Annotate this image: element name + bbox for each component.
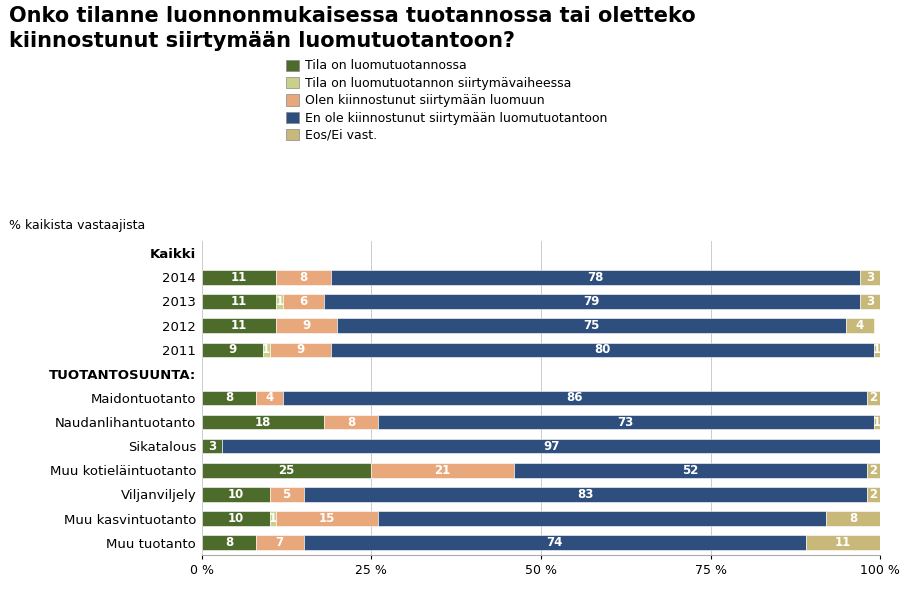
Bar: [371, 463, 514, 478]
Text: 9: 9: [228, 343, 237, 356]
Text: 3: 3: [866, 271, 874, 284]
Text: 1: 1: [269, 512, 277, 525]
Bar: [874, 415, 880, 429]
Bar: [324, 294, 860, 309]
Text: 11: 11: [231, 295, 248, 308]
Text: 2: 2: [869, 488, 878, 501]
Text: 1: 1: [262, 343, 271, 356]
Bar: [270, 343, 331, 357]
Bar: [202, 391, 256, 405]
Bar: [867, 463, 880, 478]
Bar: [324, 415, 378, 429]
Text: 97: 97: [543, 440, 559, 453]
Bar: [874, 343, 880, 357]
Bar: [867, 391, 880, 405]
Text: 8: 8: [849, 512, 857, 525]
Text: 8: 8: [225, 536, 233, 549]
Bar: [276, 270, 331, 285]
Text: Onko tilanne luonnonmukaisessa tuotannossa tai oletteko
kiinnostunut siirtymään : Onko tilanne luonnonmukaisessa tuotannos…: [9, 6, 696, 51]
Bar: [270, 511, 276, 526]
Text: 4: 4: [856, 319, 864, 332]
Text: 11: 11: [231, 319, 248, 332]
Text: 78: 78: [587, 271, 603, 284]
Bar: [202, 294, 276, 309]
Text: 10: 10: [227, 512, 244, 525]
Text: 83: 83: [577, 488, 593, 501]
Bar: [806, 535, 880, 550]
Bar: [202, 415, 324, 429]
Bar: [202, 439, 222, 453]
Bar: [270, 487, 304, 502]
Text: 2: 2: [869, 464, 878, 477]
Bar: [860, 294, 880, 309]
Bar: [256, 535, 304, 550]
Bar: [378, 511, 826, 526]
Bar: [222, 439, 880, 453]
Bar: [378, 415, 874, 429]
Bar: [337, 318, 846, 333]
Bar: [202, 270, 276, 285]
Text: 5: 5: [282, 488, 291, 501]
Bar: [276, 294, 283, 309]
Text: 86: 86: [567, 391, 583, 405]
Text: 80: 80: [594, 343, 611, 356]
Text: 79: 79: [584, 295, 600, 308]
Bar: [283, 391, 867, 405]
Bar: [304, 487, 867, 502]
Bar: [202, 535, 256, 550]
Text: 8: 8: [225, 391, 233, 405]
Bar: [860, 270, 880, 285]
Bar: [276, 511, 378, 526]
Bar: [202, 318, 276, 333]
Bar: [202, 487, 270, 502]
Text: 9: 9: [296, 343, 304, 356]
Bar: [331, 343, 874, 357]
Text: 11: 11: [834, 536, 851, 549]
Text: 9: 9: [303, 319, 311, 332]
Text: 73: 73: [618, 415, 634, 429]
Text: 1: 1: [873, 415, 881, 429]
Bar: [846, 318, 874, 333]
Bar: [867, 487, 880, 502]
Text: % kaikista vastaajista: % kaikista vastaajista: [9, 219, 146, 232]
Bar: [202, 511, 270, 526]
Bar: [202, 343, 263, 357]
Bar: [283, 294, 324, 309]
Bar: [331, 270, 860, 285]
Text: 1: 1: [873, 343, 881, 356]
Text: 3: 3: [208, 440, 216, 453]
Text: 2: 2: [869, 391, 878, 405]
Text: 15: 15: [319, 512, 336, 525]
Text: 52: 52: [682, 464, 699, 477]
Text: 7: 7: [276, 536, 284, 549]
Text: 75: 75: [584, 319, 600, 332]
Bar: [826, 511, 880, 526]
Text: 8: 8: [347, 415, 355, 429]
Text: 18: 18: [255, 415, 271, 429]
Bar: [304, 535, 806, 550]
Text: 3: 3: [866, 295, 874, 308]
Bar: [276, 318, 337, 333]
Text: 4: 4: [266, 391, 273, 405]
Text: 1: 1: [276, 295, 284, 308]
Bar: [202, 463, 371, 478]
Legend: Tila on luomutuotannossa, Tila on luomutuotannon siirtymävaiheessa, Olen kiinnos: Tila on luomutuotannossa, Tila on luomut…: [282, 54, 613, 147]
Bar: [514, 463, 867, 478]
Text: 10: 10: [227, 488, 244, 501]
Bar: [263, 343, 270, 357]
Text: 11: 11: [231, 271, 248, 284]
Text: 8: 8: [300, 271, 307, 284]
Text: 25: 25: [279, 464, 294, 477]
Bar: [256, 391, 283, 405]
Text: 74: 74: [547, 536, 563, 549]
Text: 21: 21: [435, 464, 451, 477]
Text: 6: 6: [300, 295, 307, 308]
